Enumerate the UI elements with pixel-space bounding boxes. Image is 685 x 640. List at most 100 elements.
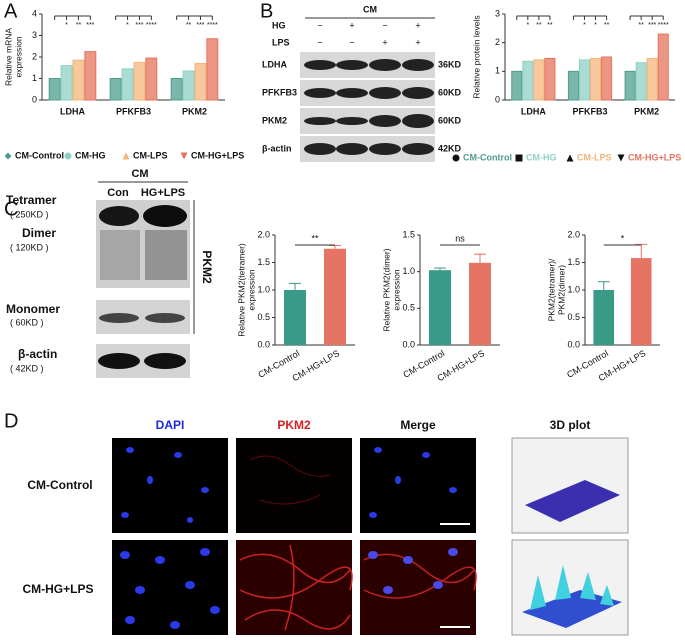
y-tick-label: 4 [32,8,37,18]
y-axis-label: expression [391,269,401,310]
row-title: CM-HG+LPS [22,582,93,596]
condition-sign: + [382,37,387,47]
column-title: 3D plot [550,418,591,432]
legend-label: CM-Control [15,150,64,160]
sig-label: ** [76,22,82,29]
legend-label: CM-HG [75,150,106,160]
surface [522,590,622,628]
y-tick-label: 2 [32,51,37,61]
size-label: 60KD [438,115,462,125]
size-label: 36KD [438,59,462,69]
x-tick-label: LDHA [60,106,85,116]
nuclei [368,548,458,594]
band [98,353,140,369]
bar [624,70,636,101]
band-name: Tetramer [6,193,57,207]
micrograph [112,438,228,533]
sig-label: * [621,233,625,243]
surface [525,480,620,522]
legend-label: CM-Control [463,152,512,162]
sig-label: **** [146,22,157,29]
bar [601,56,613,101]
bar [511,70,523,101]
sig-label: **** [658,22,669,29]
condition-sign: − [317,37,322,47]
y-tick-label: 1.5 [257,257,270,267]
lane-label: HG+LPS [141,187,185,199]
y-axis-label: Relative PKM2(tetramer) [236,243,246,337]
blot-c: CM Con HG+LPS PKM2 Tetramer ( 250KD ) Di… [6,168,214,378]
bar [84,51,97,101]
condition-sign: + [415,37,420,47]
bar [145,57,158,101]
y-axis-label: expression [246,269,256,310]
band [145,313,185,323]
blot-group: CM [131,168,148,180]
y-tick-label: 2 [495,37,500,47]
bar [182,70,195,101]
condition-sign: − [382,20,387,30]
band [143,205,187,227]
y-tick-label: 1 [32,73,37,83]
sig-label: ns [455,233,465,243]
bar [646,57,658,101]
legend-marker [64,152,72,160]
sig-label: * [583,22,586,29]
smear [100,230,140,280]
cytoplasm [363,553,477,599]
bar [544,57,556,101]
sig-label: ** [604,22,610,29]
y-tick-label: 3 [495,8,500,18]
band-name: Dimer [22,226,56,240]
panel-letter: D [4,410,18,432]
bar [109,78,122,101]
bar [469,262,491,345]
panel-letter: B [260,0,273,22]
x-tick-label: LDHA [521,106,546,116]
sig-label: * [594,22,597,29]
protein-label: PKM2 [262,115,287,125]
y-tick-label: 0.5 [567,312,580,322]
sig-label: * [65,22,68,29]
y-tick-label: 0 [495,94,500,104]
y-tick-label: 0.0 [402,339,415,349]
bar [578,59,591,101]
protein-label: PFKFB3 [262,87,297,97]
cytoplasm [239,544,353,631]
bar [284,290,306,345]
legend-label: CM-LPS [577,152,612,162]
legend-label: CM-LPS [133,150,168,160]
y-tick-label: 0.0 [257,339,270,349]
nuclei [369,447,457,518]
y-tick-label: 0.0 [567,339,580,349]
blot-b: CM HG LPS [272,4,435,162]
bands [304,59,434,155]
x-tick-label: PKM2 [634,106,659,116]
bar [324,248,346,345]
y-tick-label: 0 [32,94,37,104]
column-title: PKM2 [277,418,311,432]
row-title: CM-Control [27,478,92,492]
blot-group: CM [363,4,377,14]
sig-label: ** [186,22,192,29]
y-axis-label: Relative PKM2(dimer) [381,248,391,331]
y-axis-label: Relative protein levels [471,15,481,98]
bar [206,38,219,101]
y-tick-label: 0.5 [402,303,415,313]
legend-label: CM-HG [526,152,557,162]
legend-marker [566,154,574,162]
legend-marker [122,152,130,160]
y-tick-label: 2.0 [567,229,580,239]
sig-label: ** [547,22,553,29]
nuclei [121,447,209,523]
x-tick-label: PFKFB3 [572,106,607,116]
sig-label: **** [207,22,218,29]
condition-sign: + [415,20,420,30]
condition-label: HG [272,20,286,30]
bar [533,59,545,101]
protein-label: β-actin [262,143,292,153]
bar [194,62,207,101]
y-tick-label: 2.0 [257,229,270,239]
x-tick-label: PKM2 [182,106,207,116]
